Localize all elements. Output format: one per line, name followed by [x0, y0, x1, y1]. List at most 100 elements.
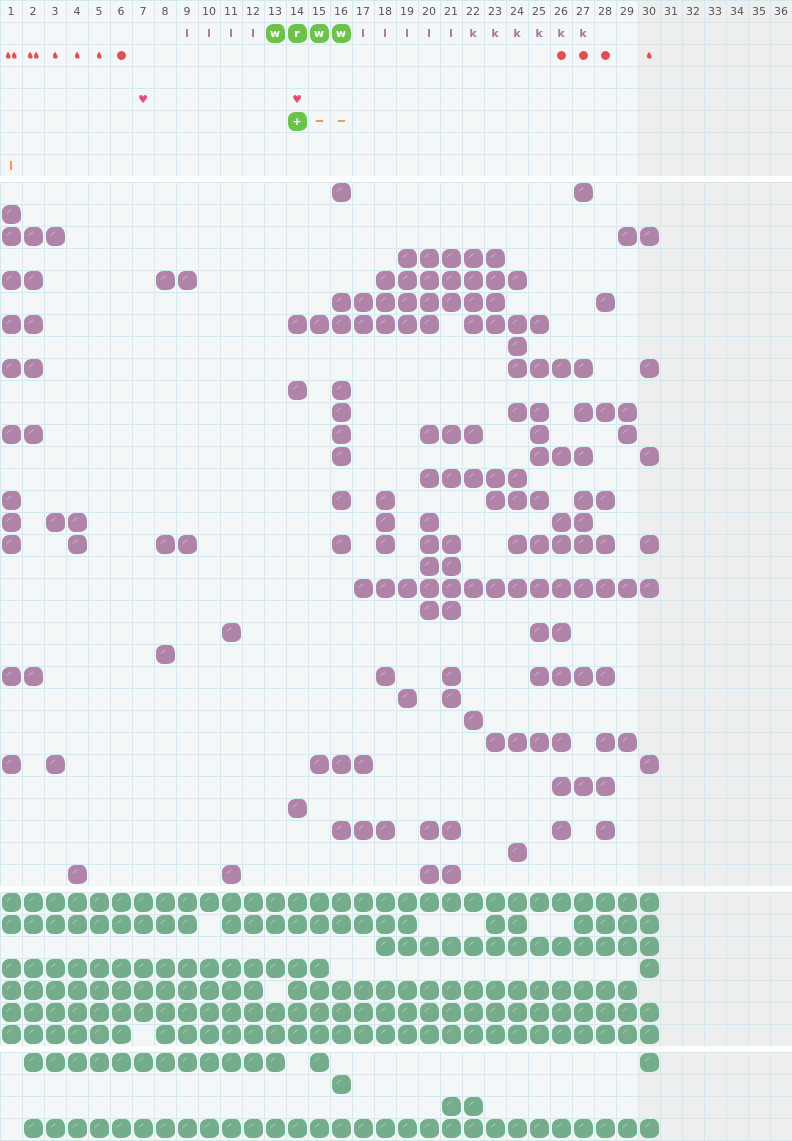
green-blob[interactable] [90, 959, 109, 978]
marker-cell[interactable]: l [176, 22, 198, 44]
purple-blob[interactable] [552, 513, 571, 532]
green-blob[interactable] [134, 1003, 153, 1022]
column-number-8[interactable]: 8 [161, 4, 169, 18]
column-number-14[interactable]: 14 [290, 4, 304, 18]
purple-blob[interactable] [530, 403, 549, 422]
purple-blob[interactable] [508, 359, 527, 378]
green-blob[interactable] [178, 1053, 197, 1072]
purple-blob[interactable] [420, 249, 439, 268]
purple-blob[interactable] [530, 733, 549, 752]
purple-blob[interactable] [508, 469, 527, 488]
purple-blob[interactable] [24, 271, 43, 290]
green-blob[interactable] [2, 1003, 21, 1022]
purple-blob[interactable] [156, 535, 175, 554]
green-blob[interactable] [46, 1119, 65, 1138]
purple-blob[interactable] [398, 293, 417, 312]
green-blob[interactable] [376, 1119, 395, 1138]
purple-blob[interactable] [420, 821, 439, 840]
purple-blob[interactable] [332, 381, 351, 400]
green-blob[interactable] [596, 937, 615, 956]
green-blob[interactable] [420, 1025, 439, 1044]
marker-cell[interactable] [638, 44, 660, 66]
marker-cell[interactable] [572, 44, 594, 66]
green-blob[interactable] [552, 1119, 571, 1138]
purple-blob[interactable] [596, 777, 615, 796]
purple-blob[interactable] [332, 293, 351, 312]
column-number-19[interactable]: 19 [400, 4, 414, 18]
green-blob[interactable] [222, 1025, 241, 1044]
green-blob[interactable] [24, 1053, 43, 1072]
green-blob[interactable] [112, 915, 131, 934]
purple-blob[interactable] [640, 755, 659, 774]
marker-cell[interactable]: k [528, 22, 550, 44]
purple-blob[interactable] [552, 733, 571, 752]
column-number-4[interactable]: 4 [73, 4, 81, 18]
purple-blob[interactable] [640, 579, 659, 598]
green-blob[interactable] [508, 937, 527, 956]
green-blob[interactable] [376, 915, 395, 934]
column-number-35[interactable]: 35 [752, 4, 766, 18]
green-blob[interactable] [288, 1025, 307, 1044]
purple-blob[interactable] [574, 579, 593, 598]
green-blob[interactable] [2, 915, 21, 934]
green-blob[interactable] [288, 981, 307, 1000]
green-blob[interactable] [46, 1003, 65, 1022]
green-blob[interactable] [68, 893, 87, 912]
green-blob[interactable] [442, 1119, 461, 1138]
purple-blob[interactable] [486, 469, 505, 488]
purple-blob[interactable] [354, 315, 373, 334]
purple-blob[interactable] [596, 535, 615, 554]
purple-blob[interactable] [332, 491, 351, 510]
marker-cell[interactable] [330, 110, 352, 132]
green-blob[interactable] [618, 981, 637, 1000]
column-number-34[interactable]: 34 [730, 4, 744, 18]
purple-blob[interactable] [442, 535, 461, 554]
purple-blob[interactable] [464, 293, 483, 312]
purple-blob[interactable] [24, 425, 43, 444]
green-blob[interactable] [156, 959, 175, 978]
green-blob[interactable] [2, 981, 21, 1000]
green-blob[interactable] [574, 937, 593, 956]
green-letter-tile[interactable]: w [265, 23, 285, 43]
purple-blob[interactable] [552, 535, 571, 554]
purple-blob[interactable] [2, 513, 21, 532]
purple-blob[interactable] [46, 227, 65, 246]
purple-blob[interactable] [530, 315, 549, 334]
purple-blob[interactable] [420, 293, 439, 312]
purple-blob[interactable] [596, 667, 615, 686]
green-blob[interactable] [332, 1075, 351, 1094]
purple-blob[interactable] [486, 293, 505, 312]
marker-cell[interactable] [88, 44, 110, 66]
marker-cell[interactable] [0, 44, 22, 66]
green-blob[interactable] [68, 1119, 87, 1138]
purple-blob[interactable] [156, 645, 175, 664]
green-blob[interactable] [2, 1025, 21, 1044]
purple-blob[interactable] [574, 535, 593, 554]
green-blob[interactable] [464, 893, 483, 912]
green-blob[interactable] [178, 981, 197, 1000]
green-blob[interactable] [244, 1025, 263, 1044]
green-blob[interactable] [68, 1003, 87, 1022]
green-blob[interactable] [200, 1025, 219, 1044]
column-number-16[interactable]: 16 [334, 4, 348, 18]
purple-blob[interactable] [354, 579, 373, 598]
green-blob[interactable] [354, 1003, 373, 1022]
column-number-6[interactable]: 6 [117, 4, 125, 18]
green-blob[interactable] [640, 915, 659, 934]
green-blob[interactable] [222, 1003, 241, 1022]
green-blob[interactable] [596, 981, 615, 1000]
green-blob[interactable] [288, 959, 307, 978]
purple-blob[interactable] [508, 843, 527, 862]
purple-blob[interactable] [376, 491, 395, 510]
purple-blob[interactable] [464, 315, 483, 334]
green-blob[interactable] [464, 937, 483, 956]
green-blob[interactable] [156, 1003, 175, 1022]
purple-blob[interactable] [24, 227, 43, 246]
green-blob[interactable] [134, 915, 153, 934]
green-blob[interactable] [200, 893, 219, 912]
green-blob[interactable] [574, 1025, 593, 1044]
purple-blob[interactable] [442, 469, 461, 488]
green-blob[interactable] [508, 1025, 527, 1044]
green-blob[interactable] [134, 893, 153, 912]
column-number-17[interactable]: 17 [356, 4, 370, 18]
